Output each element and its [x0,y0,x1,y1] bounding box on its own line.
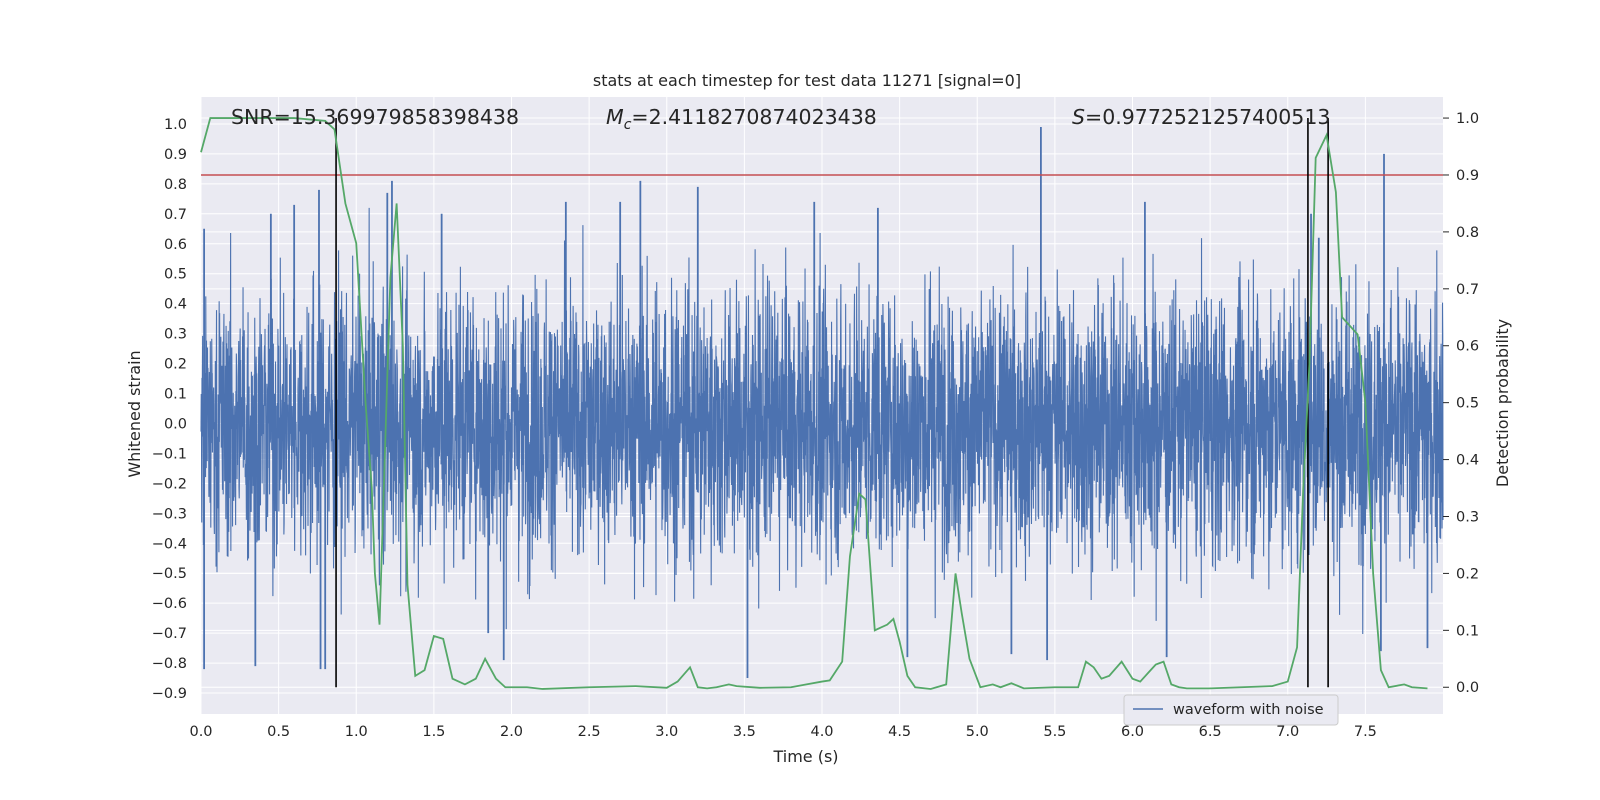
x-tick-label: 5.0 [966,724,989,740]
chart-title: stats at each timestep for test data 112… [593,71,1021,90]
legend: waveform with noise [1123,694,1339,726]
y-right-tick-label: 0.1 [1456,623,1479,639]
probability-line [200,117,1428,690]
y-tick-label: −0.8 [152,656,187,672]
x-tick-label: 6.5 [1199,724,1222,740]
y-right-tick-label: 0.4 [1456,453,1479,469]
x-tick-label: 3.0 [655,724,678,740]
x-tick-label: 0.0 [189,724,212,740]
y-right-tick-label: 0.9 [1456,168,1479,184]
y-tick-label: 0.4 [164,297,187,313]
x-tick-label: 4.0 [810,724,833,740]
y-tick-label: 0.8 [164,177,187,193]
x-axis-label: Time (s) [772,747,838,766]
legend-box [1123,694,1339,726]
y-tick-label: 0.7 [164,207,187,223]
x-tick-label: 1.5 [422,724,445,740]
chirp-mass-value: =2.4118270874023438 [631,105,876,129]
y-tick-label: 1.0 [164,117,187,133]
chirp-mass-subscript: c [624,117,632,133]
s-value: =0.9772521257400513 [1085,105,1330,129]
y-right-tick-label: 0.3 [1456,509,1479,525]
y-right-tick-label: 1.0 [1456,111,1479,127]
axis-ticks: 0.0 0.5 1.0 1.5 2.0 2.5 3.0 3.5 4.0 4.5 5.0 5.5 6.0 6… [152,111,1479,740]
s-annotation: S=0.9772521257400513 [1072,105,1330,129]
x-tick-label: 6.0 [1121,724,1144,740]
y-tick-label: −0.1 [152,446,187,462]
s-symbol: S [1072,105,1085,129]
x-tick-label: 1.0 [345,724,368,740]
x-tick-label: 5.5 [1043,724,1066,740]
waveform-line [200,207,1444,635]
y-tick-label: 0.6 [164,237,187,253]
y-right-tick-label: 0.0 [1456,680,1479,696]
x-tick-label: 7.5 [1354,724,1377,740]
y-right-tick-label: 0.7 [1456,282,1479,298]
y-right-axis-label: Detection probability [1493,319,1512,487]
y-tick-label: 0.0 [164,416,187,432]
y-right-tick-label: 0.6 [1456,339,1479,355]
waveform-series [200,126,1444,679]
y-tick-label: 0.1 [164,387,187,403]
y-right-tick-label: 0.8 [1456,225,1479,241]
y-tick-label: −0.6 [152,596,187,612]
x-tick-label: 4.5 [888,724,911,740]
y-tick-label: −0.7 [152,626,187,642]
y-right-tick-label: 0.2 [1456,566,1479,582]
x-tick-label: 7.0 [1276,724,1299,740]
y-tick-label: −0.5 [152,566,187,582]
chirp-mass-annotation: Mc=2.4118270874023438 [606,105,877,133]
x-tick-label: 3.5 [733,724,756,740]
y-tick-label: −0.4 [152,536,187,552]
y-axis-label: Whitened strain [125,350,144,477]
y-tick-label: 0.5 [164,267,187,283]
chirp-mass-symbol: M [606,105,624,129]
y-tick-label: −0.9 [152,686,187,702]
legend-label: waveform with noise [1173,702,1324,718]
probability-series [200,117,1428,690]
snr-annotation: SNR=15.369979858398438 [231,105,519,129]
y-tick-label: 0.3 [164,327,187,343]
y-tick-label: 0.2 [164,357,187,373]
y-right-tick-label: 0.5 [1456,396,1479,412]
x-tick-label: 2.0 [500,724,523,740]
x-tick-label: 2.5 [578,724,601,740]
y-tick-label: 0.9 [164,147,187,163]
x-tick-label: 0.5 [267,724,290,740]
y-tick-label: −0.2 [152,476,187,492]
y-tick-label: −0.3 [152,506,187,522]
